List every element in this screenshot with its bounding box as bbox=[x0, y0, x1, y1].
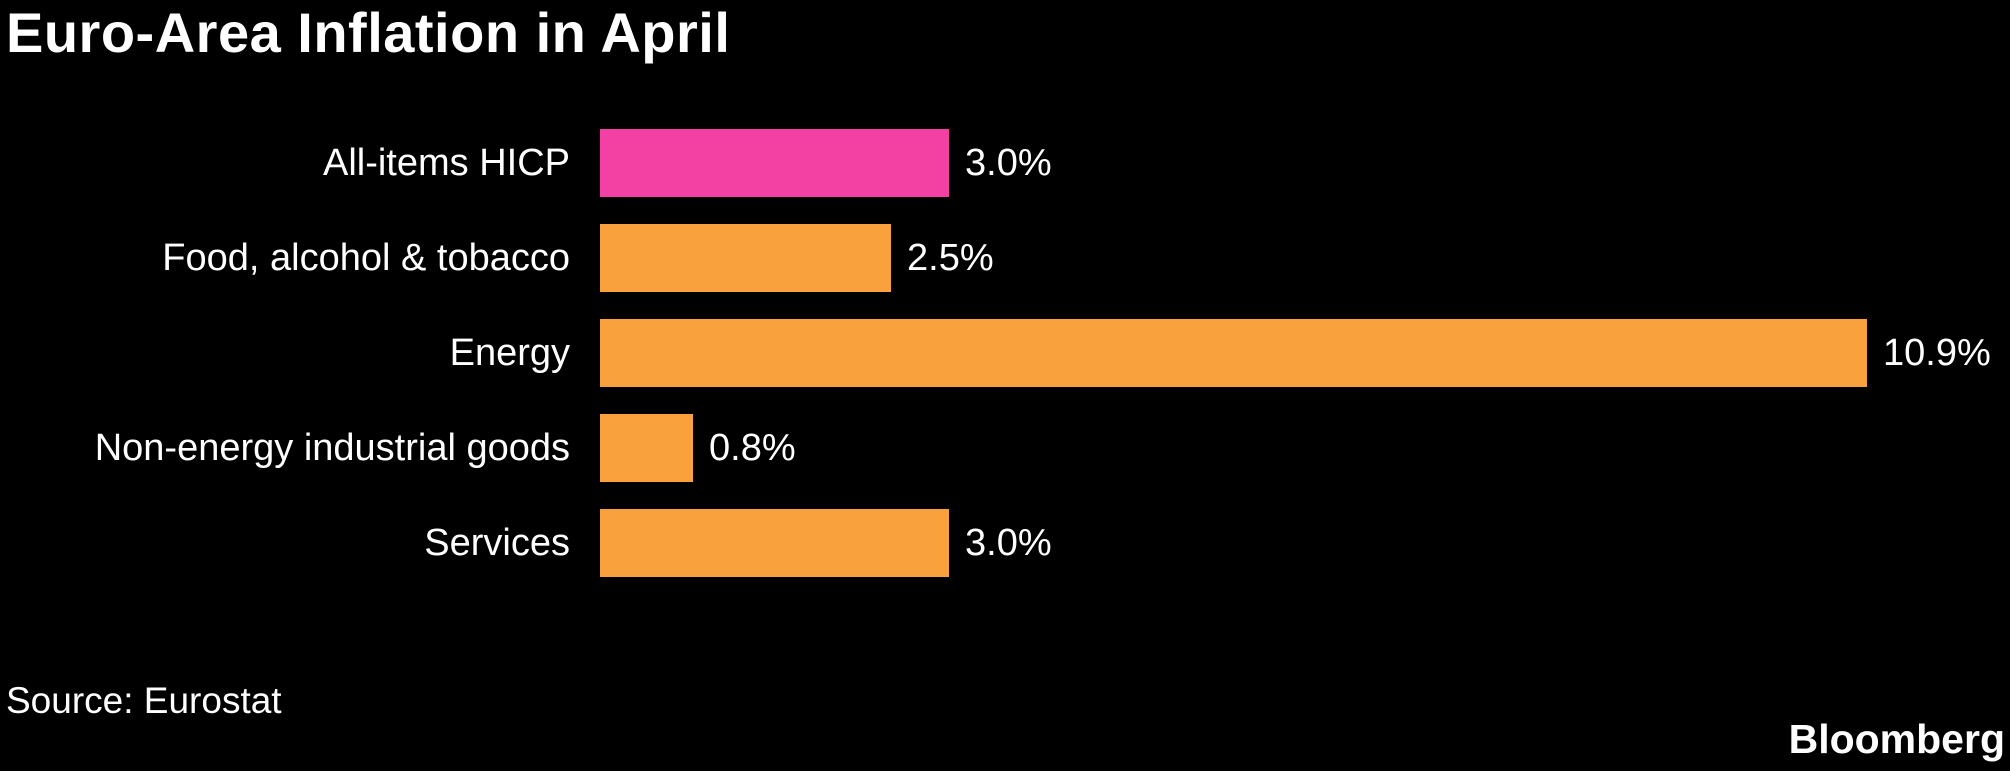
value-label: 2.5% bbox=[907, 236, 994, 279]
chart-row: All-items HICP 3.0% bbox=[0, 129, 2010, 197]
bar bbox=[600, 509, 949, 577]
category-label: Services bbox=[424, 521, 570, 564]
chart-title: Euro-Area Inflation in April bbox=[6, 1, 731, 64]
category-label: Non-energy industrial goods bbox=[94, 426, 570, 469]
bar bbox=[600, 319, 1867, 387]
source-note: Source: Eurostat bbox=[6, 680, 282, 721]
value-label: 0.8% bbox=[709, 426, 796, 469]
bar bbox=[600, 224, 891, 292]
chart-row: Non-energy industrial goods 0.8% bbox=[0, 414, 2010, 482]
bar-chart: All-items HICP 3.0% Food, alcohol & toba… bbox=[0, 129, 2010, 577]
chart-row: Services 3.0% bbox=[0, 509, 2010, 577]
value-label: 10.9% bbox=[1883, 331, 1991, 374]
value-label: 3.0% bbox=[965, 141, 1052, 184]
category-label: Food, alcohol & tobacco bbox=[162, 236, 570, 279]
category-label: Energy bbox=[449, 331, 570, 374]
chart-row: Food, alcohol & tobacco 2.5% bbox=[0, 224, 2010, 292]
bloomberg-logo: Bloomberg bbox=[1788, 716, 2005, 762]
chart-row: Energy 10.9% bbox=[0, 319, 2010, 387]
bar bbox=[600, 414, 693, 482]
category-label: All-items HICP bbox=[322, 141, 570, 184]
bar bbox=[600, 129, 949, 197]
value-label: 3.0% bbox=[965, 521, 1052, 564]
